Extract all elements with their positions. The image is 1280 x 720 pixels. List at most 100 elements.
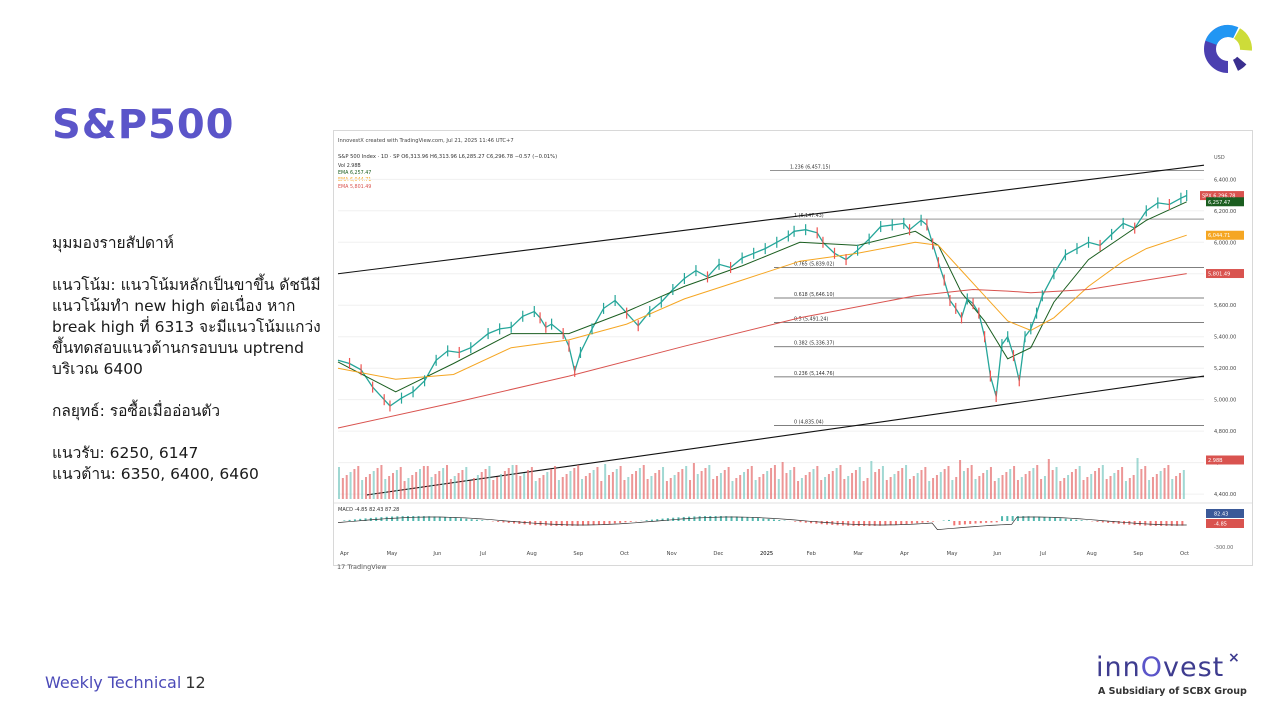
volume-bar [503,471,506,499]
volume-bar [584,476,587,499]
volume-bar [496,477,499,499]
volume-bar [1128,478,1131,499]
macd-histogram-bar [364,518,367,521]
macd-histogram-bar [879,521,882,526]
volume-bar [646,479,649,499]
macd-histogram-bar [719,516,722,521]
macd-histogram-bar [396,516,399,521]
volume-bar [392,473,395,499]
volume-bar [519,476,522,499]
volume-bar [677,472,680,499]
volume-bar [901,468,904,499]
volume-bar [569,471,572,499]
fib-level-label: 0.5 (5,491.24) [794,316,828,322]
x-tick-label: Oct [620,551,629,557]
macd-histogram-bar [932,521,935,522]
macd-histogram-bar [1117,521,1120,524]
macd-histogram-bar [847,521,850,526]
fib-level-label: 0.236 (5,144.76) [794,371,834,377]
volume-bar [866,478,869,499]
macd-histogram-bar [343,520,346,521]
macd-label: MACD -4.85 82.43 87.28 [338,507,399,513]
volume-bar [804,475,807,499]
x-tick-label: Mar [853,551,864,557]
volume-bar [638,468,641,499]
macd-histogram-bar [772,519,775,521]
volume-bar [484,469,487,499]
volume-bar [538,478,541,499]
volume-bar [793,467,796,499]
volume-bar [465,467,468,499]
volume-bar [928,481,931,499]
volume-bar [716,476,719,499]
macd-histogram-bar [820,521,823,525]
volume-bar [727,467,730,499]
macd-histogram-bar [406,516,409,521]
macd-histogram-bar [884,521,887,526]
volume-bar [808,472,811,499]
macd-histogram-bar [857,521,860,526]
macd-histogram-bar [353,519,356,521]
volume-bar [1013,466,1016,499]
volume-bar [1059,481,1062,499]
volume-bar [376,468,379,499]
macd-histogram-bar [900,521,903,525]
macd-histogram-bar [555,521,558,526]
macd-histogram-bar [725,516,728,521]
macd-histogram-bar [619,521,622,523]
fib-level-label: 1.236 (6,457.15) [790,164,830,170]
volume-bar [1070,472,1073,499]
macd-histogram-bar [1059,518,1062,521]
volume-bar [650,476,653,499]
macd-histogram-bar [1144,521,1147,526]
volume-bar [754,480,757,499]
volume-bar [785,473,788,499]
volume-bar [893,474,896,499]
volume-bar [658,470,661,499]
volume-bar [831,471,834,499]
volume-bar [1163,468,1166,499]
macd-histogram-bar [698,516,701,521]
y-tick-label: 5,400.00 [1214,335,1236,341]
volume-bar [935,475,938,499]
volume-bar [403,481,406,499]
volume-bar [469,481,472,499]
volume-bar [635,471,638,499]
volume-bar [986,470,989,499]
volume-bar [739,475,742,499]
macd-histogram-bar [741,516,744,521]
volume-bar [411,475,414,499]
macd-histogram-bar [974,521,977,524]
volume-bar [349,472,352,499]
macd-histogram-bar [401,516,404,521]
x-tick-label: Oct [1180,551,1189,557]
volume-bar [1040,479,1043,499]
macd-histogram-bar [465,518,468,521]
brand-o-icon: O [1140,652,1163,683]
volume-bar [1121,467,1124,499]
indicator-label: EMA 6,257.47 [338,170,371,176]
volume-bar [1109,476,1112,499]
brand-wordmark: innOvest [1096,652,1224,683]
volume-bar [908,479,911,499]
volume-bar [951,480,954,499]
fib-level-label: 1 (6,147.43) [794,213,824,219]
macd-histogram-bar [985,521,988,523]
macd-histogram-bar [863,521,866,526]
volume-bar [820,480,823,499]
volume-bar [380,465,383,499]
volume-bar [766,471,769,499]
macd-histogram-bar [650,519,653,521]
volume-bar [943,469,946,499]
tradingview-attribution: 17 TradingView [337,563,387,571]
price-tag-label: 2.98B [1208,458,1223,464]
volume-bar [997,478,1000,499]
x-tick-label: Aug [527,551,537,557]
volume-bar [881,466,884,499]
volume-bar [669,478,672,499]
volume-bar [365,477,368,499]
volume-bar [642,465,645,499]
volume-bar [500,474,503,499]
y-tick-label: 4,800.00 [1214,429,1236,435]
macd-histogram-bar [746,517,749,521]
